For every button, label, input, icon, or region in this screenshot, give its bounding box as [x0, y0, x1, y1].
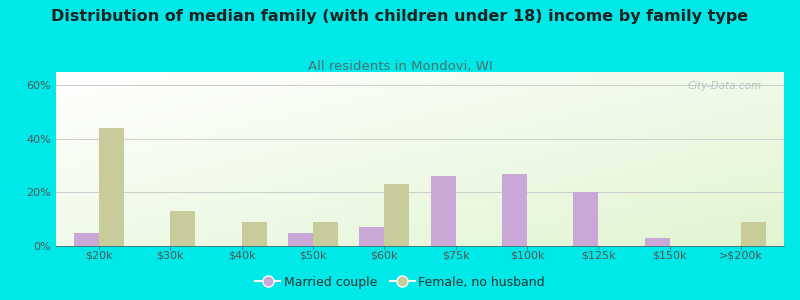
Bar: [74, 232, 99, 246]
Bar: [170, 211, 195, 246]
Bar: [99, 128, 124, 246]
Bar: [242, 222, 266, 246]
Bar: [574, 193, 598, 246]
Bar: [359, 227, 384, 246]
Bar: [645, 238, 670, 246]
Text: Distribution of median family (with children under 18) income by family type: Distribution of median family (with chil…: [51, 9, 749, 24]
Legend: Married couple, Female, no husband: Married couple, Female, no husband: [250, 271, 550, 294]
Bar: [384, 184, 410, 246]
Text: City-Data.com: City-Data.com: [688, 81, 762, 91]
Bar: [288, 232, 313, 246]
Bar: [430, 176, 456, 246]
Bar: [741, 222, 766, 246]
Bar: [502, 174, 527, 246]
Bar: [313, 222, 338, 246]
Text: All residents in Mondovi, WI: All residents in Mondovi, WI: [308, 60, 492, 73]
